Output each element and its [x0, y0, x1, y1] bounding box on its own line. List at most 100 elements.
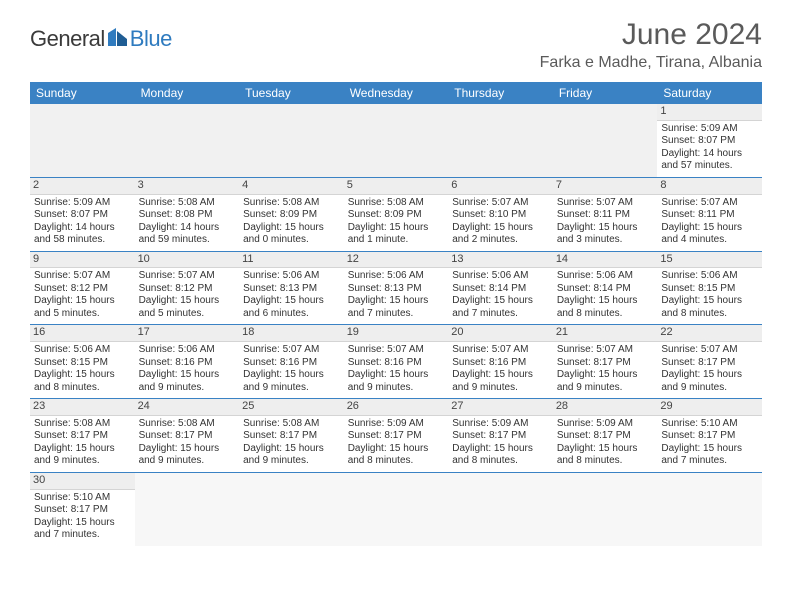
sunset-line: Sunset: 8:16 PM — [243, 357, 340, 370]
title-block: June 2024 Farka e Madhe, Tirana, Albania — [540, 18, 762, 72]
calendar-week-row: 2Sunrise: 5:09 AMSunset: 8:07 PMDaylight… — [30, 177, 762, 251]
calendar-week-row: 1Sunrise: 5:09 AMSunset: 8:07 PMDaylight… — [30, 104, 762, 177]
cell-inner: 11Sunrise: 5:06 AMSunset: 8:13 PMDayligh… — [243, 252, 340, 321]
sunset-line: Sunset: 8:07 PM — [661, 135, 758, 148]
sunrise-line: Sunrise: 5:09 AM — [452, 418, 549, 431]
sunset-line: Sunset: 8:11 PM — [557, 209, 654, 222]
day-info: Sunrise: 5:07 AMSunset: 8:11 PMDaylight:… — [557, 197, 654, 247]
sunrise-line: Sunrise: 5:07 AM — [34, 270, 131, 283]
day-info: Sunrise: 5:06 AMSunset: 8:14 PMDaylight:… — [452, 270, 549, 320]
day-info: Sunrise: 5:07 AMSunset: 8:10 PMDaylight:… — [452, 197, 549, 247]
sunset-line: Sunset: 8:16 PM — [452, 357, 549, 370]
sunset-line: Sunset: 8:17 PM — [139, 430, 236, 443]
day-number: 5 — [344, 178, 449, 195]
cell-inner: 23Sunrise: 5:08 AMSunset: 8:17 PMDayligh… — [34, 399, 131, 468]
day-number: 13 — [448, 252, 553, 269]
daylight-line: Daylight: 14 hours and 59 minutes. — [139, 222, 236, 247]
daylight-line: Daylight: 15 hours and 6 minutes. — [243, 295, 340, 320]
cell-inner: 29Sunrise: 5:10 AMSunset: 8:17 PMDayligh… — [661, 399, 758, 468]
sunrise-line: Sunrise: 5:08 AM — [243, 197, 340, 210]
cell-inner: 17Sunrise: 5:06 AMSunset: 8:16 PMDayligh… — [139, 325, 236, 394]
calendar-cell: 9Sunrise: 5:07 AMSunset: 8:12 PMDaylight… — [30, 251, 135, 325]
weekday-header-row: Sunday Monday Tuesday Wednesday Thursday… — [30, 82, 762, 104]
calendar-cell: 23Sunrise: 5:08 AMSunset: 8:17 PMDayligh… — [30, 399, 135, 473]
sunset-line: Sunset: 8:15 PM — [661, 283, 758, 296]
sunrise-line: Sunrise: 5:07 AM — [661, 344, 758, 357]
sunrise-line: Sunrise: 5:06 AM — [34, 344, 131, 357]
sunset-line: Sunset: 8:14 PM — [557, 283, 654, 296]
daylight-line: Daylight: 15 hours and 1 minute. — [348, 222, 445, 247]
daylight-line: Daylight: 15 hours and 9 minutes. — [452, 369, 549, 394]
daylight-line: Daylight: 15 hours and 9 minutes. — [243, 443, 340, 468]
calendar-cell — [135, 104, 240, 177]
sunset-line: Sunset: 8:15 PM — [34, 357, 131, 370]
sunrise-line: Sunrise: 5:07 AM — [452, 197, 549, 210]
day-info: Sunrise: 5:09 AMSunset: 8:17 PMDaylight:… — [452, 418, 549, 468]
day-number: 20 — [448, 325, 553, 342]
sunset-line: Sunset: 8:17 PM — [452, 430, 549, 443]
location-text: Farka e Madhe, Tirana, Albania — [540, 54, 762, 72]
sunrise-line: Sunrise: 5:09 AM — [348, 418, 445, 431]
day-number: 9 — [30, 252, 135, 269]
calendar-week-row: 23Sunrise: 5:08 AMSunset: 8:17 PMDayligh… — [30, 399, 762, 473]
cell-inner: 15Sunrise: 5:06 AMSunset: 8:15 PMDayligh… — [661, 252, 758, 321]
cell-inner: 9Sunrise: 5:07 AMSunset: 8:12 PMDaylight… — [34, 252, 131, 321]
sunset-line: Sunset: 8:14 PM — [452, 283, 549, 296]
calendar-cell: 27Sunrise: 5:09 AMSunset: 8:17 PMDayligh… — [448, 399, 553, 473]
calendar-cell: 28Sunrise: 5:09 AMSunset: 8:17 PMDayligh… — [553, 399, 658, 473]
cell-inner: 25Sunrise: 5:08 AMSunset: 8:17 PMDayligh… — [243, 399, 340, 468]
day-number: 2 — [30, 178, 135, 195]
sunrise-line: Sunrise: 5:10 AM — [34, 492, 131, 505]
cell-inner: 10Sunrise: 5:07 AMSunset: 8:12 PMDayligh… — [139, 252, 236, 321]
calendar-cell: 6 Sunrise: 5:07 AMSunset: 8:10 PMDaylight… — [448, 177, 553, 251]
sunset-line: Sunset: 8:16 PM — [348, 357, 445, 370]
calendar-cell: 29Sunrise: 5:10 AMSunset: 8:17 PMDayligh… — [657, 399, 762, 473]
day-number: 21 — [553, 325, 658, 342]
calendar-cell: 5 Sunrise: 5:08 AMSunset: 8:09 PMDaylight… — [344, 177, 449, 251]
day-info: Sunrise: 5:08 AMSunset: 8:09 PMDaylight:… — [348, 197, 445, 247]
calendar-cell: 24Sunrise: 5:08 AMSunset: 8:17 PMDayligh… — [135, 399, 240, 473]
sunrise-line: Sunrise: 5:09 AM — [557, 418, 654, 431]
cell-inner: 27Sunrise: 5:09 AMSunset: 8:17 PMDayligh… — [452, 399, 549, 468]
day-info: Sunrise: 5:07 AMSunset: 8:17 PMDaylight:… — [661, 344, 758, 394]
day-number: 19 — [344, 325, 449, 342]
sunrise-line: Sunrise: 5:07 AM — [348, 344, 445, 357]
calendar-cell — [657, 472, 762, 545]
sunrise-line: Sunrise: 5:08 AM — [139, 197, 236, 210]
calendar-cell: 11Sunrise: 5:06 AMSunset: 8:13 PMDayligh… — [239, 251, 344, 325]
cell-inner: 13Sunrise: 5:06 AMSunset: 8:14 PMDayligh… — [452, 252, 549, 321]
daylight-line: Daylight: 15 hours and 5 minutes. — [34, 295, 131, 320]
brand-mark-icon — [107, 27, 129, 52]
day-number: 6 — [448, 178, 553, 195]
daylight-line: Daylight: 15 hours and 7 minutes. — [661, 443, 758, 468]
cell-inner: 28Sunrise: 5:09 AMSunset: 8:17 PMDayligh… — [557, 399, 654, 468]
sunset-line: Sunset: 8:08 PM — [139, 209, 236, 222]
weekday-header: Wednesday — [344, 82, 449, 104]
sunset-line: Sunset: 8:07 PM — [34, 209, 131, 222]
sunrise-line: Sunrise: 5:08 AM — [243, 418, 340, 431]
calendar-cell — [448, 104, 553, 177]
day-info: Sunrise: 5:09 AMSunset: 8:07 PMDaylight:… — [661, 123, 758, 173]
day-info: Sunrise: 5:07 AMSunset: 8:12 PMDaylight:… — [139, 270, 236, 320]
sunrise-line: Sunrise: 5:10 AM — [661, 418, 758, 431]
day-number: 24 — [135, 399, 240, 416]
sunrise-line: Sunrise: 5:08 AM — [348, 197, 445, 210]
cell-inner: 4Sunrise: 5:08 AMSunset: 8:09 PMDaylight… — [243, 178, 340, 247]
day-info: Sunrise: 5:06 AMSunset: 8:15 PMDaylight:… — [661, 270, 758, 320]
daylight-line: Daylight: 15 hours and 9 minutes. — [348, 369, 445, 394]
daylight-line: Daylight: 15 hours and 2 minutes. — [452, 222, 549, 247]
calendar-cell: 12Sunrise: 5:06 AMSunset: 8:13 PMDayligh… — [344, 251, 449, 325]
calendar-cell: 7Sunrise: 5:07 AMSunset: 8:11 PMDaylight… — [553, 177, 658, 251]
calendar-cell: 18Sunrise: 5:07 AMSunset: 8:16 PMDayligh… — [239, 325, 344, 399]
day-number: 8 — [657, 178, 762, 195]
sunset-line: Sunset: 8:09 PM — [348, 209, 445, 222]
calendar-cell: 10Sunrise: 5:07 AMSunset: 8:12 PMDayligh… — [135, 251, 240, 325]
sunset-line: Sunset: 8:17 PM — [557, 357, 654, 370]
day-info: Sunrise: 5:07 AMSunset: 8:17 PMDaylight:… — [557, 344, 654, 394]
brand-part2: Blue — [130, 26, 172, 52]
cell-inner: 19Sunrise: 5:07 AMSunset: 8:16 PMDayligh… — [348, 325, 445, 394]
sunrise-line: Sunrise: 5:06 AM — [452, 270, 549, 283]
day-number: 28 — [553, 399, 658, 416]
calendar-cell: 30Sunrise: 5:10 AMSunset: 8:17 PMDayligh… — [30, 472, 135, 545]
sunset-line: Sunset: 8:10 PM — [452, 209, 549, 222]
